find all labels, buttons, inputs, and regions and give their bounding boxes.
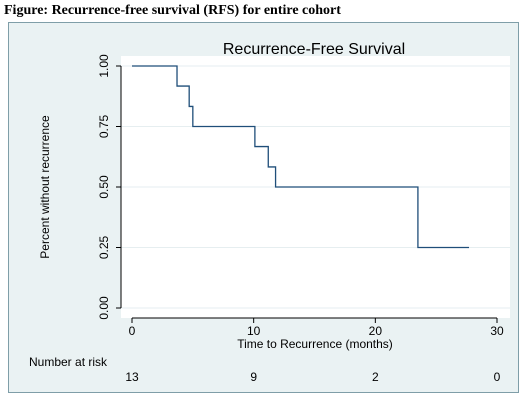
risk-table-value: 0 [494,370,501,384]
y-tick-label: 0.25 [97,235,111,259]
y-axis-label: Percent without recurrence [38,115,52,259]
risk-table-values: 13 9 2 0 [125,370,500,384]
figure-caption: Figure: Recurrence-free survival (RFS) f… [4,3,341,18]
x-tick-label: 0 [129,324,136,338]
axes: 0.00 0.25 0.50 0.75 1.00 0 10 20 30 [97,54,504,338]
chart-title: Recurrence-Free Survival [223,41,405,58]
y-tick-label: 0.00 [97,296,111,320]
x-tick-label: 10 [247,324,261,338]
risk-table-value: 2 [372,370,379,384]
y-tick-label: 0.50 [97,175,111,199]
y-tick-label: 1.00 [97,54,111,78]
survival-step-line [132,65,470,249]
y-tick-label: 0.75 [97,114,111,138]
risk-table-label: Number at risk [29,355,108,369]
x-axis-label: Time to Recurrence (months) [237,337,393,351]
risk-table-value: 13 [125,370,139,384]
x-tick-label: 30 [490,324,504,338]
grid-lines [121,65,510,309]
x-tick-label: 20 [369,324,383,338]
risk-table-value: 9 [250,370,257,384]
